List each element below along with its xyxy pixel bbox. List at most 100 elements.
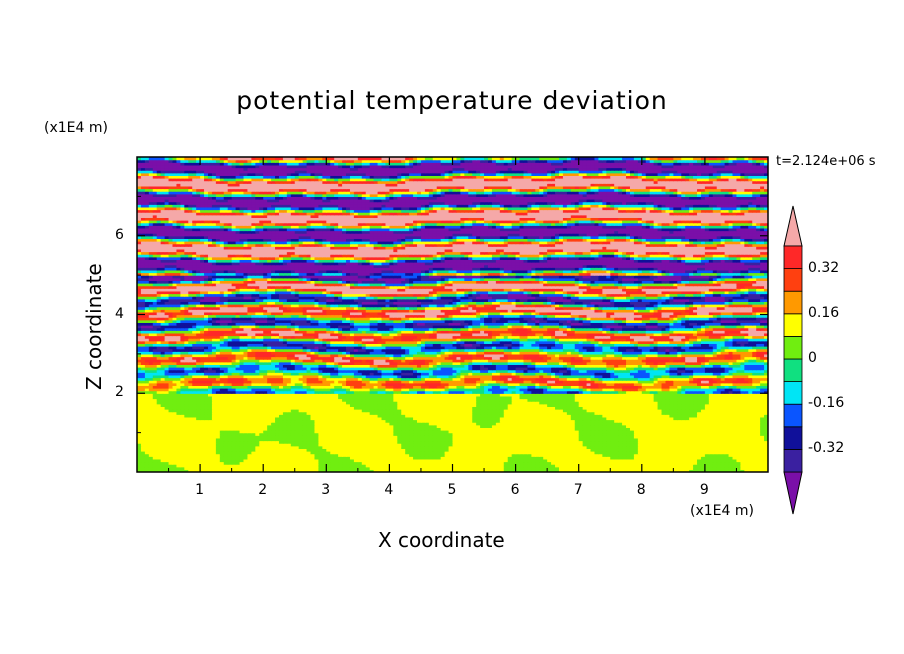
field-cell (519, 445, 525, 449)
field-cell (397, 464, 402, 468)
field-cell (626, 437, 631, 442)
field-cell (740, 403, 745, 407)
field-cell (200, 398, 205, 402)
field-cell (314, 458, 320, 463)
field-cell (507, 448, 513, 452)
field-cell (196, 432, 201, 436)
field-cell (255, 437, 260, 442)
field-cell (353, 409, 359, 413)
field-cell (349, 435, 355, 439)
field-cell (736, 393, 741, 397)
field-cell (397, 430, 402, 434)
field-cell (756, 464, 761, 468)
field-cell (503, 437, 509, 442)
field-cell (137, 393, 142, 397)
field-cell (235, 406, 241, 410)
field-cell (196, 440, 201, 444)
field-cell (629, 427, 635, 431)
field-cell (744, 409, 749, 413)
field-cell (152, 403, 158, 407)
field-cell (231, 437, 237, 442)
field-cell (562, 419, 568, 423)
field-cell (527, 401, 532, 405)
field-cell (243, 440, 249, 444)
field-cell (259, 432, 264, 436)
field-cell (645, 440, 651, 444)
field-cell (614, 440, 619, 444)
field-cell (314, 445, 320, 449)
field-cell (290, 453, 296, 457)
field-cell (401, 427, 406, 431)
field-cell (405, 419, 410, 423)
field-cell (215, 435, 221, 439)
field-cell (160, 440, 166, 444)
field-cell (424, 451, 430, 455)
field-cell (744, 451, 749, 455)
field-cell (389, 393, 394, 397)
field-cell (708, 469, 714, 472)
field-cell (464, 414, 469, 418)
field-cell (140, 437, 146, 442)
field-cell (310, 443, 316, 447)
field-cell (180, 430, 185, 434)
field-cell (448, 427, 454, 431)
field-cell (428, 409, 434, 413)
field-cell (168, 453, 174, 457)
field-cell (346, 458, 351, 463)
field-cell (282, 453, 288, 457)
field-cell (736, 448, 741, 452)
field-cell (756, 414, 761, 418)
field-cell (468, 424, 473, 428)
field-cell (716, 395, 722, 400)
field-cell (535, 443, 540, 447)
field-cell (598, 409, 603, 413)
field-cell (353, 427, 359, 431)
field-cell (330, 401, 335, 405)
field-cell (310, 437, 316, 442)
field-cell (334, 403, 339, 407)
field-cell (724, 451, 730, 455)
field-cell (373, 395, 379, 400)
field-cell (215, 456, 221, 460)
field-cell (389, 445, 394, 449)
field-cell (377, 390, 383, 394)
field-cell (744, 443, 749, 447)
field-cell (657, 398, 663, 402)
field-cell (235, 390, 241, 394)
field-cell (480, 432, 485, 436)
field-cell (306, 427, 312, 431)
field-cell (239, 453, 245, 457)
field-cell (531, 409, 536, 413)
field-cell (764, 398, 768, 402)
field-cell (677, 456, 682, 460)
field-cell (499, 393, 505, 397)
field-cell (590, 414, 596, 418)
field-cell (263, 440, 268, 444)
field-cell (756, 466, 761, 470)
field-cell (448, 435, 454, 439)
field-cell (543, 398, 548, 402)
field-cell (452, 424, 458, 428)
field-cell (413, 432, 418, 436)
field-cell (432, 419, 438, 423)
field-cell (365, 401, 371, 405)
field-cell (685, 427, 690, 431)
field-cell (614, 456, 619, 460)
field-cell (468, 432, 473, 436)
field-cell (168, 406, 174, 410)
field-cell (598, 398, 603, 402)
field-cell (231, 448, 237, 452)
field-cell (523, 440, 529, 444)
field-cell (278, 419, 284, 423)
field-cell (673, 445, 678, 449)
field-cell (160, 456, 166, 460)
field-cell (673, 461, 678, 465)
field-cell (507, 390, 513, 394)
field-cell (192, 466, 197, 470)
field-cell (349, 393, 355, 397)
field-cell (255, 469, 260, 472)
field-cell (409, 395, 414, 400)
field-cell (531, 432, 536, 436)
field-cell (137, 419, 142, 423)
field-cell (515, 432, 521, 436)
